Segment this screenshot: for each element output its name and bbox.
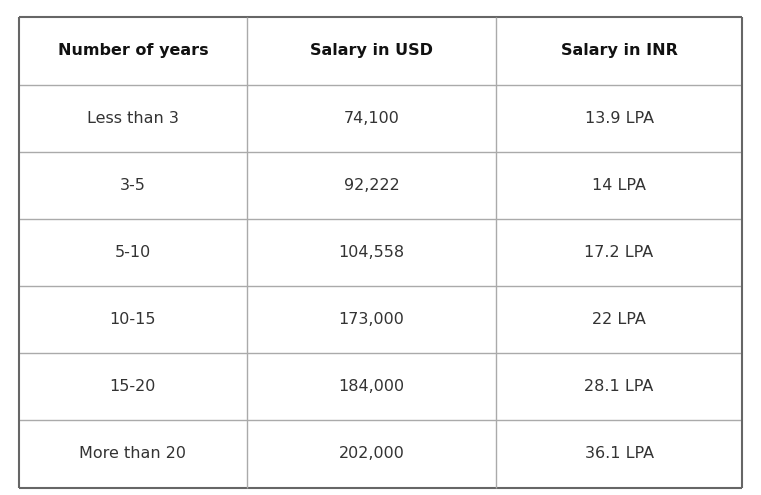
Text: 36.1 LPA: 36.1 LPA <box>584 446 654 461</box>
Text: Salary in USD: Salary in USD <box>310 44 433 58</box>
Text: 3-5: 3-5 <box>120 178 146 193</box>
Bar <box>247 219 496 286</box>
Bar <box>247 420 496 488</box>
Bar <box>247 85 496 151</box>
Bar <box>19 17 247 85</box>
Bar <box>247 17 496 85</box>
Bar <box>496 17 742 85</box>
Bar <box>19 85 247 151</box>
Text: 22 LPA: 22 LPA <box>592 312 646 327</box>
Text: Number of years: Number of years <box>58 44 209 58</box>
Text: 104,558: 104,558 <box>339 245 405 260</box>
Bar <box>247 286 496 353</box>
Text: More than 20: More than 20 <box>79 446 186 461</box>
Bar <box>496 420 742 488</box>
Text: 28.1 LPA: 28.1 LPA <box>584 379 654 395</box>
Bar <box>19 151 247 219</box>
Text: 15-20: 15-20 <box>110 379 156 395</box>
Text: 74,100: 74,100 <box>343 110 400 126</box>
Text: 173,000: 173,000 <box>339 312 404 327</box>
Bar <box>247 353 496 420</box>
Text: Salary in INR: Salary in INR <box>561 44 677 58</box>
Bar <box>496 85 742 151</box>
Bar <box>19 353 247 420</box>
Bar <box>496 151 742 219</box>
Text: 17.2 LPA: 17.2 LPA <box>584 245 654 260</box>
Text: 92,222: 92,222 <box>343 178 400 193</box>
Bar <box>496 353 742 420</box>
Text: 13.9 LPA: 13.9 LPA <box>584 110 654 126</box>
Bar <box>19 286 247 353</box>
Text: 184,000: 184,000 <box>339 379 405 395</box>
Bar <box>19 420 247 488</box>
Text: 14 LPA: 14 LPA <box>592 178 646 193</box>
Bar <box>247 151 496 219</box>
Text: Less than 3: Less than 3 <box>87 110 179 126</box>
Bar <box>19 219 247 286</box>
Text: 202,000: 202,000 <box>339 446 404 461</box>
Bar <box>496 219 742 286</box>
Text: 10-15: 10-15 <box>110 312 156 327</box>
Bar <box>496 286 742 353</box>
Text: 5-10: 5-10 <box>115 245 151 260</box>
